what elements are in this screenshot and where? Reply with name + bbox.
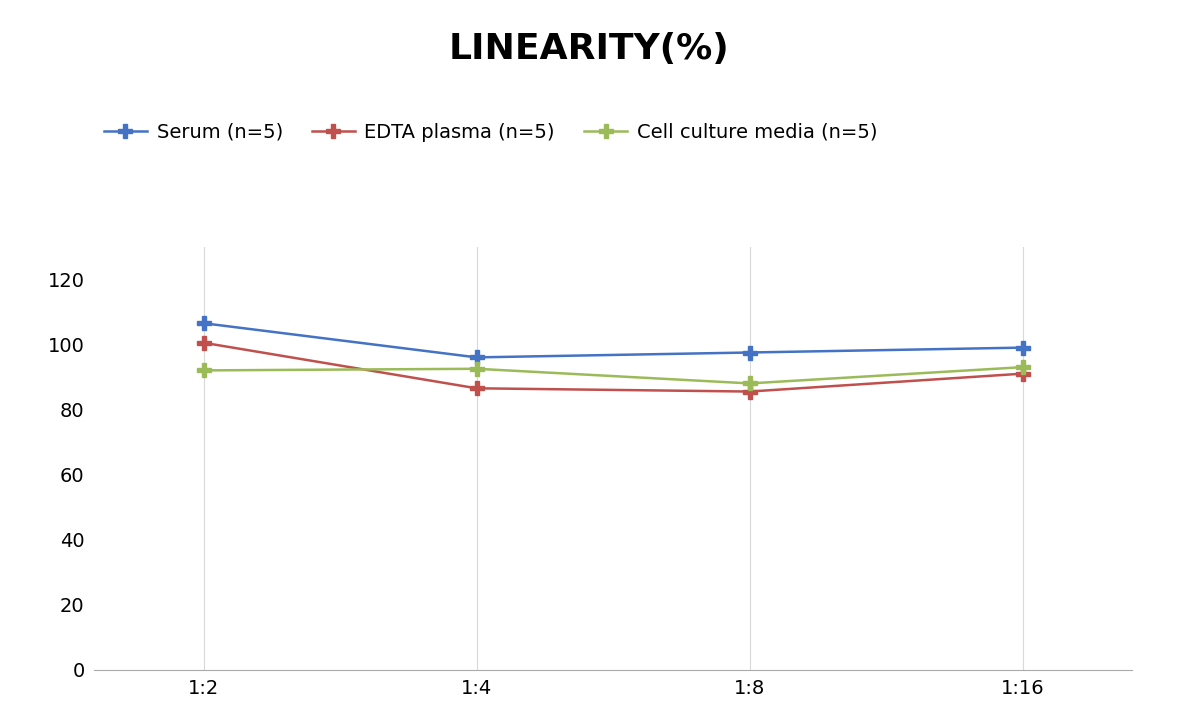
EDTA plasma (n=5) <box>469 384 483 393</box>
EDTA plasma (n=5) <box>743 387 757 396</box>
Cell culture media (n=5) <box>1015 363 1029 372</box>
Serum (n=5) <box>1015 343 1029 352</box>
EDTA plasma (n=5) <box>197 338 211 347</box>
Cell culture media (n=5) <box>469 364 483 373</box>
Cell culture media (n=5) <box>743 379 757 388</box>
Line: EDTA plasma (n=5): EDTA plasma (n=5) <box>197 336 1029 398</box>
Serum (n=5) <box>197 319 211 327</box>
Cell culture media (n=5) <box>197 366 211 374</box>
Serum (n=5) <box>743 348 757 357</box>
Serum (n=5) <box>469 353 483 362</box>
Text: LINEARITY(%): LINEARITY(%) <box>449 32 730 66</box>
EDTA plasma (n=5) <box>1015 369 1029 378</box>
Line: Cell culture media (n=5): Cell culture media (n=5) <box>197 360 1029 391</box>
Legend: Serum (n=5), EDTA plasma (n=5), Cell culture media (n=5): Serum (n=5), EDTA plasma (n=5), Cell cul… <box>104 123 877 142</box>
Line: Serum (n=5): Serum (n=5) <box>197 317 1029 364</box>
